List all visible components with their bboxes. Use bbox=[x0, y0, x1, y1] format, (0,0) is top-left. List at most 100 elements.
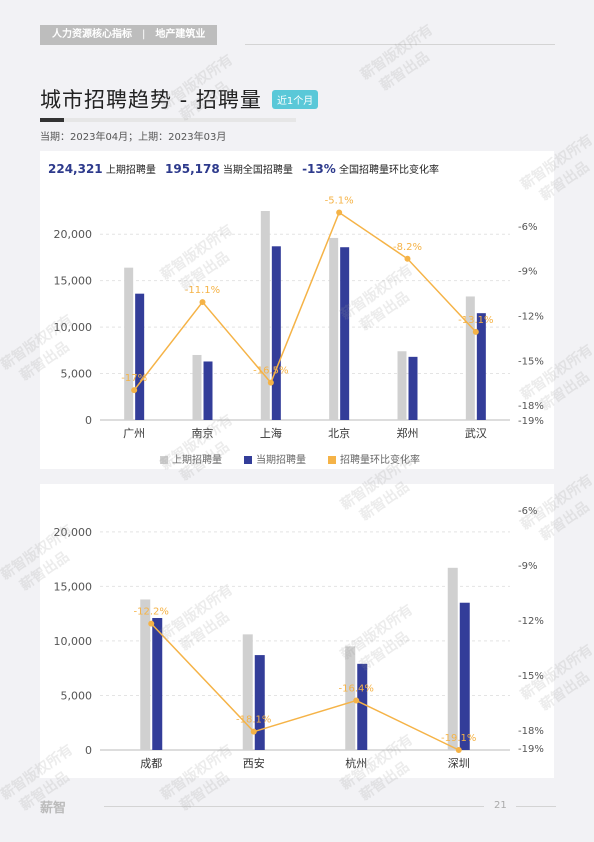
rate-point bbox=[250, 728, 257, 735]
y-tick-label: 15,000 bbox=[54, 275, 93, 288]
watermark: 薪智版权所有 薪智出品 bbox=[357, 21, 436, 100]
bar-curr bbox=[476, 313, 486, 420]
bar-curr bbox=[459, 602, 470, 750]
bar-curr bbox=[152, 618, 163, 750]
y2-tick-label: -19% bbox=[518, 744, 544, 755]
curr-total-value: 195,178 bbox=[165, 162, 220, 176]
y2-tick-label: -18% bbox=[518, 401, 544, 412]
period-badge: 近1个月 bbox=[271, 89, 319, 109]
y-tick-label: 5,000 bbox=[61, 689, 93, 702]
rate-data-label: -18.1% bbox=[236, 715, 271, 726]
y-tick-label: 0 bbox=[85, 414, 92, 427]
legend-label: 上期招聘量 bbox=[172, 453, 222, 466]
y2-tick-label: -18% bbox=[518, 726, 544, 737]
bar-prev bbox=[192, 354, 202, 420]
bar-curr bbox=[357, 663, 368, 750]
breadcrumb: 人力资源核心指标 | 地产建筑业 bbox=[40, 25, 218, 45]
y2-tick-label: -12% bbox=[518, 312, 544, 323]
city-chart-1: 0 5,000 10,000 15,000 20,000 -6% -9% -12% -15% -1… bbox=[54, 195, 544, 466]
period-subtitle: 当期：2023年04月；上期：2023年03月 bbox=[40, 132, 227, 143]
y2-tick-label: -15% bbox=[518, 356, 544, 367]
chart-panel-2: 0 5,000 10,000 15,000 20,000 -6% -9% -12% -15% -1… bbox=[40, 484, 554, 778]
rate-data-label: -11.1% bbox=[185, 285, 220, 296]
x-tick-label: 深圳 bbox=[448, 757, 470, 770]
bar-prev bbox=[447, 567, 458, 750]
x-tick-label: 武汉 bbox=[465, 427, 487, 440]
bar-curr bbox=[254, 655, 265, 750]
bar-prev bbox=[465, 296, 475, 420]
bar-prev bbox=[329, 237, 339, 420]
title-row: 城市招聘趋势 - 招聘量 近1个月 bbox=[40, 84, 319, 114]
title-underline bbox=[40, 118, 296, 122]
rate-point bbox=[148, 620, 155, 627]
rate-point bbox=[199, 299, 206, 306]
y-tick-label: 0 bbox=[85, 744, 92, 757]
change-rate-value: -13% bbox=[302, 162, 336, 176]
x-tick-label: 西安 bbox=[243, 756, 265, 770]
x-tick-label: 成都 bbox=[140, 757, 162, 770]
prev-total-value: 224,321 bbox=[48, 162, 103, 176]
breadcrumb-industry: 地产建筑业 bbox=[155, 29, 206, 40]
footer-divider bbox=[104, 806, 484, 807]
chart-panel-1: 224,321 上期招聘量 195,178 当期全国招聘量 -13% 全国招聘量… bbox=[40, 151, 554, 469]
x-tick-label: 上海 bbox=[260, 426, 282, 440]
y2-tick-label: -6% bbox=[518, 222, 537, 233]
y2-tick-label: -9% bbox=[518, 267, 537, 278]
x-tick-label: 广州 bbox=[123, 427, 145, 440]
y2-tick-label: -6% bbox=[518, 506, 537, 517]
footer-logo: 薪智 bbox=[40, 801, 67, 816]
rate-data-label: -19.1% bbox=[441, 733, 476, 744]
y-tick-label: 10,000 bbox=[54, 635, 93, 648]
rate-data-label: -16.5% bbox=[253, 366, 288, 377]
y-tick-label: 20,000 bbox=[54, 228, 93, 241]
summary-stats: 224,321 上期招聘量 195,178 当期全国招聘量 -13% 全国招聘量… bbox=[48, 161, 445, 176]
y-tick-label: 20,000 bbox=[54, 526, 93, 539]
legend-swatch bbox=[244, 456, 252, 464]
title-underline-accent bbox=[40, 118, 64, 122]
x-tick-label: 南京 bbox=[192, 426, 214, 440]
rate-data-label: -16.4% bbox=[339, 684, 374, 695]
rate-point bbox=[336, 209, 343, 216]
rate-point bbox=[404, 255, 411, 262]
rate-line bbox=[133, 211, 477, 391]
page-number: 21 bbox=[494, 800, 507, 811]
y2-tick-label: -9% bbox=[518, 561, 537, 572]
rate-data-label: -17% bbox=[121, 373, 147, 384]
bar-curr bbox=[408, 356, 418, 420]
y-tick-label: 5,000 bbox=[61, 368, 93, 381]
rate-point bbox=[267, 379, 274, 386]
footer-divider-right bbox=[516, 806, 556, 807]
change-rate-label: 全国招聘量环比变化率 bbox=[338, 165, 439, 176]
legend-label: 招聘量环比变化率 bbox=[340, 453, 420, 466]
bar-prev bbox=[140, 599, 151, 750]
y-tick-label: 15,000 bbox=[54, 580, 93, 593]
rate-point bbox=[455, 747, 462, 753]
bar-curr bbox=[135, 293, 145, 420]
rate-data-label: -5.1% bbox=[325, 195, 354, 206]
bar-prev bbox=[345, 646, 356, 750]
bar-prev bbox=[397, 351, 407, 420]
rate-line bbox=[150, 623, 460, 751]
legend-swatch bbox=[160, 456, 168, 464]
rate-point bbox=[353, 697, 360, 704]
y2-tick-label: -15% bbox=[518, 671, 544, 682]
bar-prev bbox=[260, 211, 270, 420]
x-tick-label: 杭州 bbox=[345, 756, 367, 770]
rate-data-label: -13.1% bbox=[458, 315, 493, 326]
city-chart-2: 0 5,000 10,000 15,000 20,000 -6% -9% -12% -15% -1… bbox=[54, 506, 544, 770]
rate-data-label: -8.2% bbox=[393, 242, 422, 253]
breadcrumb-separator: | bbox=[142, 29, 146, 40]
curr-total-label: 当期全国招聘量 bbox=[222, 165, 293, 176]
y2-tick-label: -19% bbox=[518, 416, 544, 427]
legend-swatch bbox=[328, 456, 336, 464]
legend-label: 当期招聘量 bbox=[256, 453, 306, 466]
bar-curr bbox=[203, 361, 213, 420]
rate-point bbox=[131, 387, 138, 394]
bar-prev bbox=[242, 634, 253, 750]
y-tick-label: 10,000 bbox=[54, 321, 93, 334]
x-tick-label: 北京 bbox=[328, 426, 350, 440]
breadcrumb-section: 人力资源核心指标 bbox=[52, 29, 132, 40]
x-tick-label: 郑州 bbox=[397, 426, 419, 440]
header-divider bbox=[245, 44, 555, 45]
bar-prev bbox=[124, 267, 134, 420]
